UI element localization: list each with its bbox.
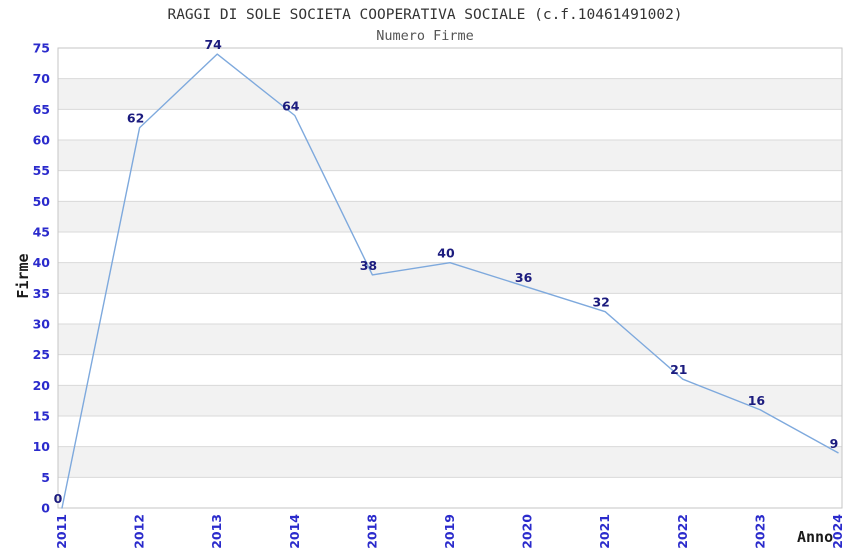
y-tick-label: 60 (33, 133, 51, 148)
grid-band (58, 201, 842, 232)
grid-band (58, 385, 842, 416)
plot-border (57, 47, 843, 509)
x-tick-label: 2012 (132, 514, 147, 549)
x-tick-label: 2021 (597, 514, 612, 549)
x-tick-label: 2019 (442, 514, 457, 549)
grid-band (58, 140, 842, 171)
x-tick-label: 2020 (520, 514, 535, 549)
grid-band (58, 262, 842, 294)
grid-band (58, 78, 842, 110)
data-label: 62 (127, 111, 144, 126)
y-tick-label: 35 (33, 286, 50, 301)
y-tick-label: 55 (33, 163, 50, 178)
data-label: 40 (437, 246, 455, 261)
y-tick-label: 30 (33, 317, 51, 332)
x-tick-label: 2018 (364, 514, 379, 549)
data-label: 16 (748, 393, 766, 408)
x-tick-label: 2013 (209, 514, 224, 549)
x-tick-label: 2022 (675, 514, 690, 549)
y-tick-label: 70 (33, 71, 51, 86)
data-label: 21 (670, 362, 687, 377)
y-tick-label: 0 (41, 501, 50, 516)
y-tick-label: 25 (33, 347, 50, 362)
y-tick-label: 50 (33, 194, 51, 209)
chart-title: RAGGI DI SOLE SOCIETA COOPERATIVA SOCIAL… (167, 7, 683, 23)
chart-subtitle: Numero Firme (376, 28, 474, 44)
data-label: 74 (204, 37, 222, 52)
y-tick-label: 75 (33, 41, 50, 56)
x-axis-title: Anno (797, 528, 834, 546)
data-label: 0 (54, 491, 63, 506)
y-tick-label: 65 (33, 102, 50, 117)
y-tick-label: 5 (41, 470, 50, 485)
x-tick-label: 2014 (287, 514, 302, 549)
data-label: 64 (282, 98, 300, 113)
grid-band (58, 446, 842, 478)
data-label: 38 (360, 258, 377, 273)
x-tick-label: 2023 (752, 514, 767, 549)
data-label: 9 (830, 436, 839, 451)
data-label: 32 (592, 295, 609, 310)
y-tick-label: 45 (33, 225, 50, 240)
y-tick-label: 10 (33, 439, 51, 454)
series-line-numero-firme[interactable] (61, 53, 839, 509)
y-tick-label: 15 (33, 409, 50, 424)
y-tick-label: 20 (33, 378, 51, 393)
y-tick-label: 40 (33, 255, 51, 270)
x-tick-label: 2011 (54, 514, 69, 549)
grid-band (58, 324, 842, 355)
data-label: 36 (515, 270, 533, 285)
x-tick-label: 2024 (830, 514, 845, 549)
y-axis-title: Firme (14, 253, 32, 299)
